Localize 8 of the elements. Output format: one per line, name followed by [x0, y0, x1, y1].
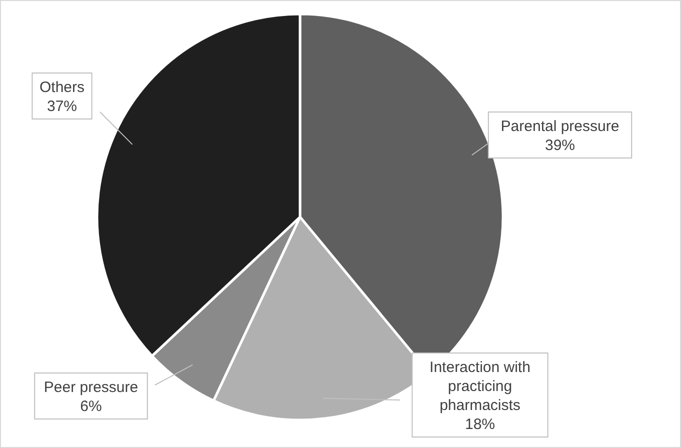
data-label: 39%	[544, 137, 576, 154]
slice-label: Others	[39, 79, 85, 96]
data-label: 6%	[80, 398, 102, 415]
slice-label: Parental pressure	[500, 118, 620, 135]
data-label: 18%	[464, 416, 496, 433]
data-label: 37%	[46, 98, 78, 115]
slice-label: Peer pressure	[44, 379, 138, 396]
slice-label: Interaction with practicing pharmacists	[430, 359, 530, 414]
